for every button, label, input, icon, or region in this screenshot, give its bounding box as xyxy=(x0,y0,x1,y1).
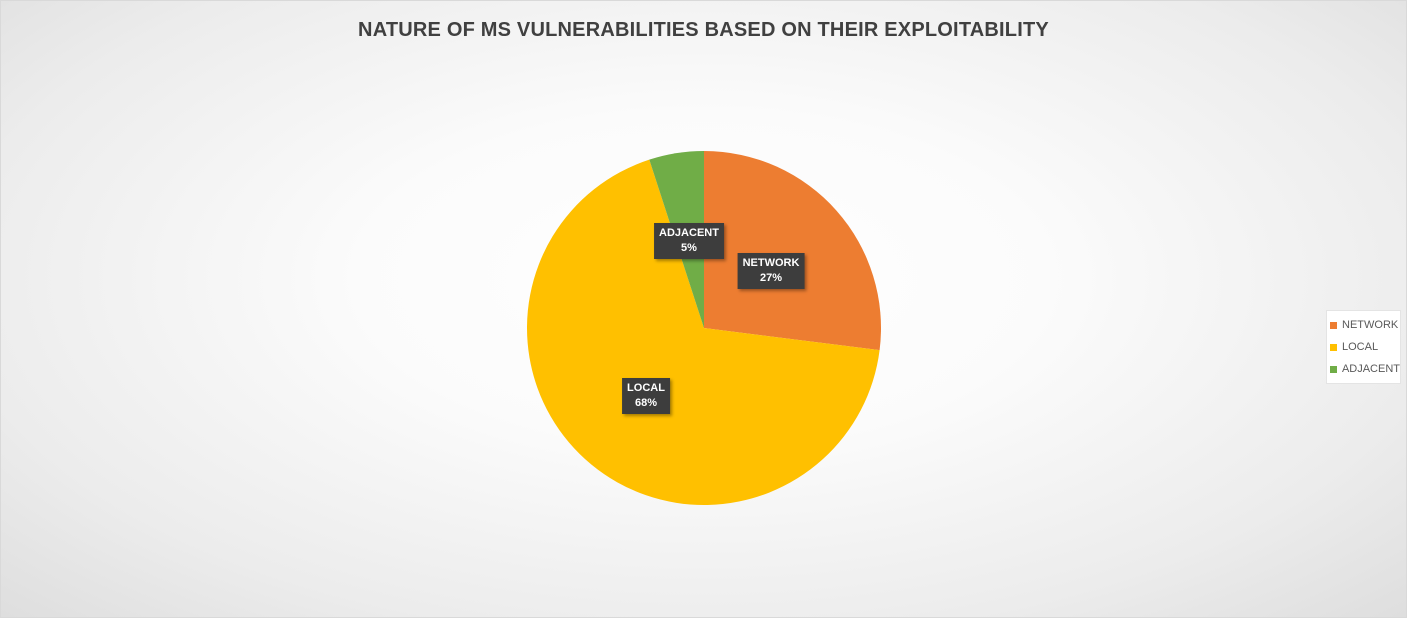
data-label-adjacent: ADJACENT 5% xyxy=(654,223,724,259)
data-label-local-name: LOCAL xyxy=(627,382,665,394)
legend-item-adjacent[interactable]: ADJACENT xyxy=(1330,358,1400,380)
legend-swatch-adjacent xyxy=(1330,365,1337,373)
legend-label-adjacent: ADJACENT xyxy=(1341,363,1400,375)
pie-slice-local[interactable] xyxy=(526,159,880,505)
legend-label-local: LOCAL xyxy=(1342,341,1379,353)
data-label-adjacent-name: ADJACENT xyxy=(659,227,719,239)
legend: NETWORK LOCAL ADJACENT xyxy=(1326,310,1401,384)
data-label-network: NETWORK 27% xyxy=(737,253,805,289)
data-label-network-name: NETWORK xyxy=(742,257,800,269)
chart-title: NATURE OF MS VULNERABILITIES BASED ON TH… xyxy=(358,19,1049,41)
legend-swatch-network xyxy=(1330,321,1337,329)
legend-item-network[interactable]: NETWORK xyxy=(1330,314,1400,336)
data-label-local: LOCAL 68% xyxy=(622,378,670,414)
data-label-local-value: 68% xyxy=(634,397,658,409)
data-label-adjacent-value: 5% xyxy=(681,242,697,254)
pie-slice-network[interactable] xyxy=(704,151,881,351)
legend-label-network: NETWORK xyxy=(1342,319,1399,331)
legend-swatch-local xyxy=(1330,343,1337,351)
legend-item-local[interactable]: LOCAL xyxy=(1330,336,1400,358)
data-label-network-value: 27% xyxy=(759,272,783,284)
